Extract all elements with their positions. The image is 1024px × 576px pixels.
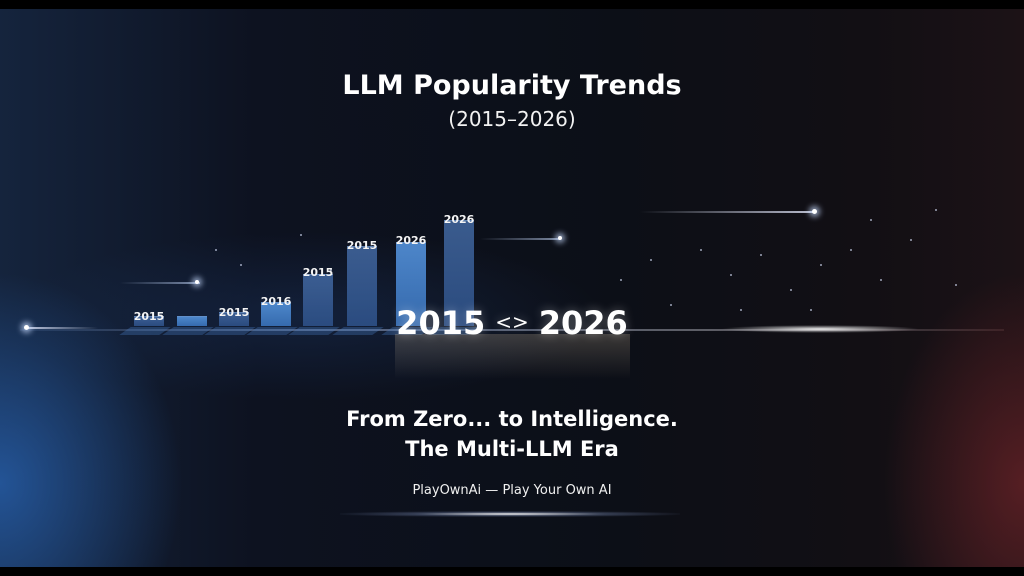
star (870, 219, 872, 221)
bar-5-label: 2015 (302, 266, 334, 279)
star (215, 249, 217, 251)
bar-1-label: 2015 (133, 310, 165, 323)
light-streak (120, 282, 200, 284)
star (880, 279, 882, 281)
bar-3-label: 2015 (218, 306, 250, 319)
bar-1 (134, 316, 164, 326)
horizon-line (20, 329, 1004, 331)
star (620, 279, 622, 281)
light-streak (480, 238, 560, 240)
star (700, 249, 702, 251)
light-streak (28, 327, 98, 329)
bright-star (812, 209, 817, 214)
range-end: 2026 (538, 304, 628, 342)
star (300, 234, 302, 236)
star (760, 254, 762, 256)
brand-line: PlayOwnAi — Play Your Own AI (412, 483, 612, 498)
bar-6 (347, 246, 377, 326)
star (730, 274, 732, 276)
star (330, 269, 332, 271)
tagline-line-2: The Multi-LLM Era (405, 437, 619, 461)
star (790, 289, 792, 291)
bar-6-label: 2015 (346, 239, 378, 252)
bar-4-label: 2016 (260, 295, 292, 308)
bar-5 (303, 274, 333, 326)
light-streak (640, 211, 815, 213)
horizon-glow (720, 325, 920, 333)
star (670, 304, 672, 306)
text-reflection (395, 334, 630, 379)
bar-4 (261, 302, 291, 326)
slide-title: LLM Popularity Trends (342, 70, 682, 101)
star (955, 284, 957, 286)
star (820, 264, 822, 266)
tagline-line-1: From Zero... to Intelligence. (346, 407, 678, 431)
bright-star (558, 236, 562, 240)
range-separator: <> (495, 310, 529, 334)
star (850, 249, 852, 251)
range-start: 2015 (396, 304, 486, 342)
bar-7-label: 2026 (395, 234, 427, 247)
bar-7 (396, 242, 426, 326)
star (810, 309, 812, 311)
bottom-glow (340, 511, 680, 517)
bar-8-label: 2026 (443, 213, 475, 226)
star (740, 309, 742, 311)
star (935, 209, 937, 211)
star (650, 259, 652, 261)
bright-star (24, 325, 29, 330)
title-slide: LLM Popularity Trends (2015–2026) 2015 2… (0, 9, 1024, 567)
bright-star (195, 280, 199, 284)
bar-8 (444, 220, 474, 326)
bar-3 (219, 312, 249, 326)
year-range: 2015 <> 2026 (0, 304, 1024, 342)
slide-subtitle: (2015–2026) (448, 107, 576, 131)
star (910, 239, 912, 241)
bar-2 (177, 316, 207, 326)
star (240, 264, 242, 266)
